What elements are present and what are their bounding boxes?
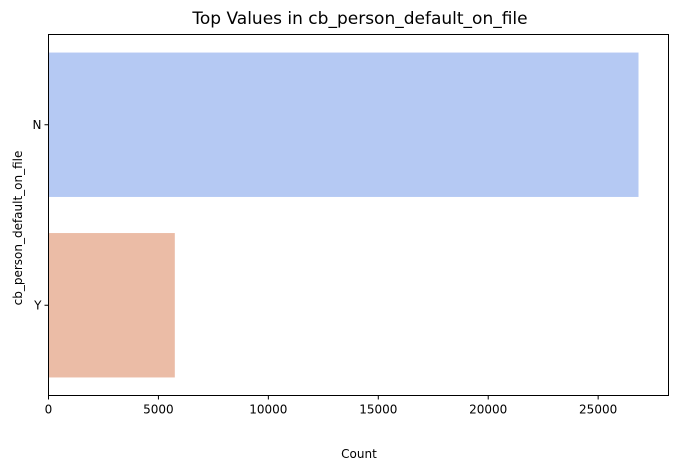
x-tick-label: 5000 — [143, 403, 174, 417]
x-tick-label: 10000 — [249, 403, 287, 417]
y-axis-label: cb_person_default_on_file — [11, 151, 25, 306]
plot-area-frame — [48, 34, 669, 396]
bar-n — [48, 52, 639, 197]
y-tick-label: Y — [33, 298, 42, 312]
y-tick-label: N — [33, 118, 42, 132]
x-tick-label: 20000 — [469, 403, 507, 417]
x-axis-label: Count — [341, 447, 377, 461]
x-tick-label: 15000 — [359, 403, 397, 417]
x-axis-ticks: 0 5000 10000 15000 20000 25000 — [45, 395, 617, 417]
y-axis-ticks: NY — [33, 118, 49, 312]
x-tick-label: 0 — [45, 403, 53, 417]
bar-y — [48, 233, 175, 378]
bars-group — [48, 52, 639, 378]
chart-title: Top Values in cb_person_default_on_file — [191, 9, 527, 29]
x-tick-label: 25000 — [579, 403, 617, 417]
